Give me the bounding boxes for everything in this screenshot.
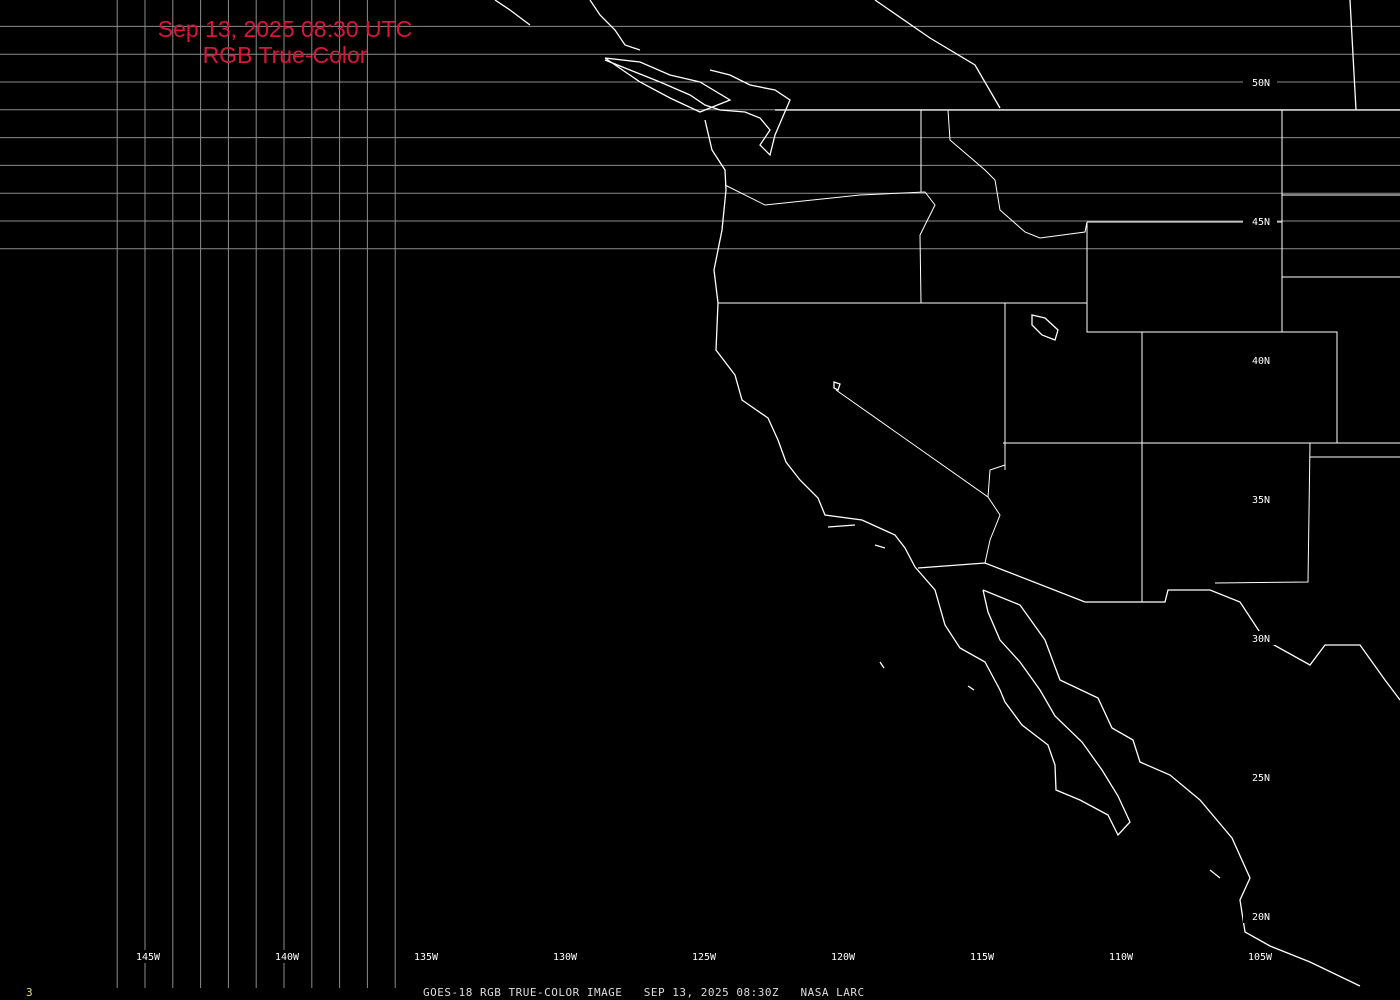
longitude-label: 105W (1248, 952, 1273, 963)
coastline-baja-west (914, 566, 1131, 837)
map-subtitle: RGB True-Color (202, 42, 368, 68)
latitude-label: 20N (1252, 912, 1270, 923)
longitude-label: 125W (692, 952, 717, 963)
latitude-label: 40N (1252, 356, 1270, 367)
longitude-label: 115W (970, 952, 995, 963)
latitude-label: 45N (1252, 217, 1270, 228)
longitude-label: 145W (136, 952, 161, 963)
border-canada-provinces (874, 0, 1357, 111)
lake-tahoe (833, 381, 841, 391)
latitude-label: 30N (1252, 634, 1270, 645)
border-us-mexico (917, 562, 1400, 701)
frame-number: 3 (26, 986, 34, 999)
coastline-west-us (704, 119, 916, 568)
channel-islands (827, 524, 1221, 879)
image-caption: GOES-18 RGB TRUE-COLOR IMAGE SEP 13, 202… (423, 986, 865, 999)
longitude-label: 140W (275, 952, 300, 963)
longitude-label: 120W (831, 952, 856, 963)
coastline-vancouver-island (604, 57, 732, 113)
latitude-label: 35N (1252, 495, 1270, 506)
great-salt-lake (1031, 314, 1059, 341)
grid-labels: 145W 140W 135W 130W 125W 120W 115W 110W 105W 50N 4… (127, 75, 1277, 963)
longitude-label: 130W (553, 952, 578, 963)
longitude-label: 135W (414, 952, 439, 963)
longitude-label: 110W (1109, 952, 1134, 963)
latitude-label: 50N (1252, 78, 1270, 89)
boundaries (494, 0, 1400, 987)
latitude-label: 25N (1252, 773, 1270, 784)
map-title: Sep 13, 2025 08:30 UTC (157, 16, 413, 42)
state-lines (718, 109, 1400, 602)
coastline-mexico-mainland (982, 589, 1361, 987)
coastline-bc (494, 0, 791, 157)
